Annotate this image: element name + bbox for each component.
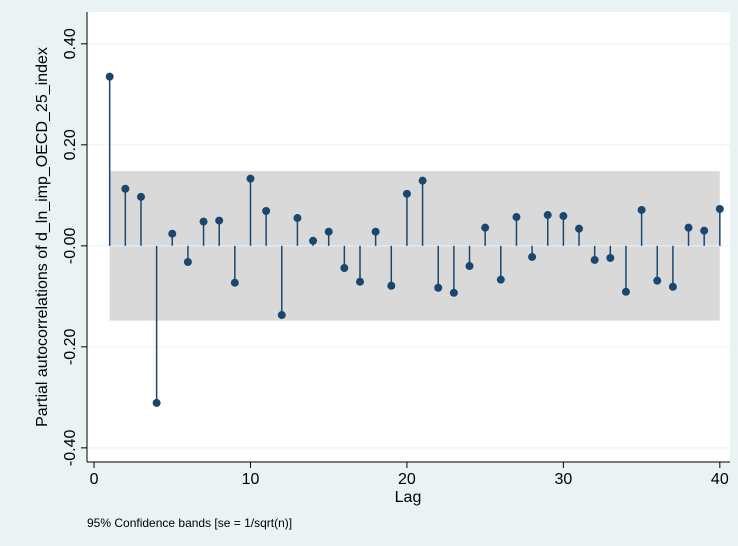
note: 95% Confidence bands [se = 1/sqrt(n)] xyxy=(87,516,292,530)
y-tick-label: -0.00 xyxy=(62,228,79,265)
marker xyxy=(215,216,224,225)
y-tick-label: -0.40 xyxy=(62,430,79,467)
marker xyxy=(246,174,255,183)
marker xyxy=(528,252,537,261)
marker xyxy=(168,229,177,238)
marker xyxy=(543,211,552,220)
y-tick-label: 0.20 xyxy=(62,129,79,160)
x-tick-label: 20 xyxy=(398,471,416,488)
marker xyxy=(559,212,568,221)
marker xyxy=(183,258,192,266)
marker xyxy=(356,277,365,286)
x-axis-label: Lag xyxy=(395,489,422,506)
x-tick-label: 0 xyxy=(90,471,99,488)
x-tick-label: 30 xyxy=(554,471,572,488)
marker xyxy=(324,227,333,236)
marker xyxy=(434,283,443,292)
marker xyxy=(277,311,286,320)
marker xyxy=(402,189,411,198)
marker xyxy=(512,213,521,222)
marker xyxy=(621,287,630,296)
y-axis-label: Partial autocorrelations of d_ln_imp_OEC… xyxy=(34,47,51,427)
marker xyxy=(309,236,318,245)
marker xyxy=(293,214,302,223)
marker xyxy=(199,217,208,226)
marker xyxy=(105,72,114,81)
marker xyxy=(230,278,239,287)
y-tick-label: 0.40 xyxy=(62,28,79,59)
marker xyxy=(465,262,474,271)
marker xyxy=(700,226,709,235)
marker xyxy=(684,223,693,232)
marker xyxy=(340,264,349,273)
marker xyxy=(371,227,380,236)
marker xyxy=(418,176,427,185)
marker xyxy=(575,224,584,233)
marker xyxy=(262,206,271,215)
marker xyxy=(606,253,615,262)
marker xyxy=(653,276,662,285)
marker xyxy=(496,275,505,284)
x-tick-label: 10 xyxy=(242,471,260,488)
marker xyxy=(136,192,145,201)
marker xyxy=(590,255,599,264)
marker xyxy=(481,223,490,232)
marker xyxy=(152,398,161,407)
marker xyxy=(637,205,646,214)
marker xyxy=(121,184,130,193)
marker xyxy=(449,288,458,297)
marker xyxy=(387,281,396,290)
marker xyxy=(668,282,677,291)
x-tick-label: 40 xyxy=(711,471,729,488)
marker xyxy=(715,204,724,213)
y-tick-label: -0.20 xyxy=(62,329,79,366)
